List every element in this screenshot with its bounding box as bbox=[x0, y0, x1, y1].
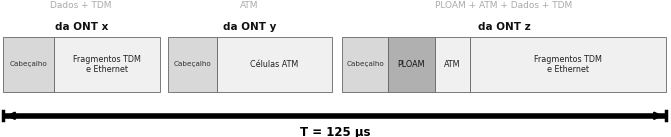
Text: PLOAM + ATM + Dados + TDM: PLOAM + ATM + Dados + TDM bbox=[435, 1, 572, 10]
Bar bbox=[388, 37, 435, 92]
Text: da ONT x: da ONT x bbox=[54, 22, 108, 32]
Text: Fragmentos TDM
e Ethernet: Fragmentos TDM e Ethernet bbox=[72, 55, 141, 74]
Text: Cabeçalho: Cabeçalho bbox=[346, 61, 384, 67]
Bar bbox=[342, 37, 388, 92]
Bar bbox=[217, 37, 332, 92]
Bar bbox=[3, 37, 54, 92]
Text: T = 125 μs: T = 125 μs bbox=[300, 126, 371, 137]
Text: Células ATM: Células ATM bbox=[250, 60, 299, 69]
Bar bbox=[470, 37, 666, 92]
Text: ATM: ATM bbox=[240, 1, 259, 10]
Text: Fragmentos TDM
e Ethernet: Fragmentos TDM e Ethernet bbox=[533, 55, 602, 74]
Text: PLOAM: PLOAM bbox=[398, 60, 425, 69]
Bar bbox=[435, 37, 470, 92]
Text: Cabeçalho: Cabeçalho bbox=[9, 61, 48, 67]
Text: ATM: ATM bbox=[444, 60, 460, 69]
Text: da ONT y: da ONT y bbox=[223, 22, 276, 32]
Bar bbox=[168, 37, 217, 92]
Text: Dados + TDM: Dados + TDM bbox=[50, 1, 112, 10]
Text: Cabeçalho: Cabeçalho bbox=[173, 61, 211, 67]
Text: da ONT z: da ONT z bbox=[478, 22, 530, 32]
Bar bbox=[54, 37, 160, 92]
